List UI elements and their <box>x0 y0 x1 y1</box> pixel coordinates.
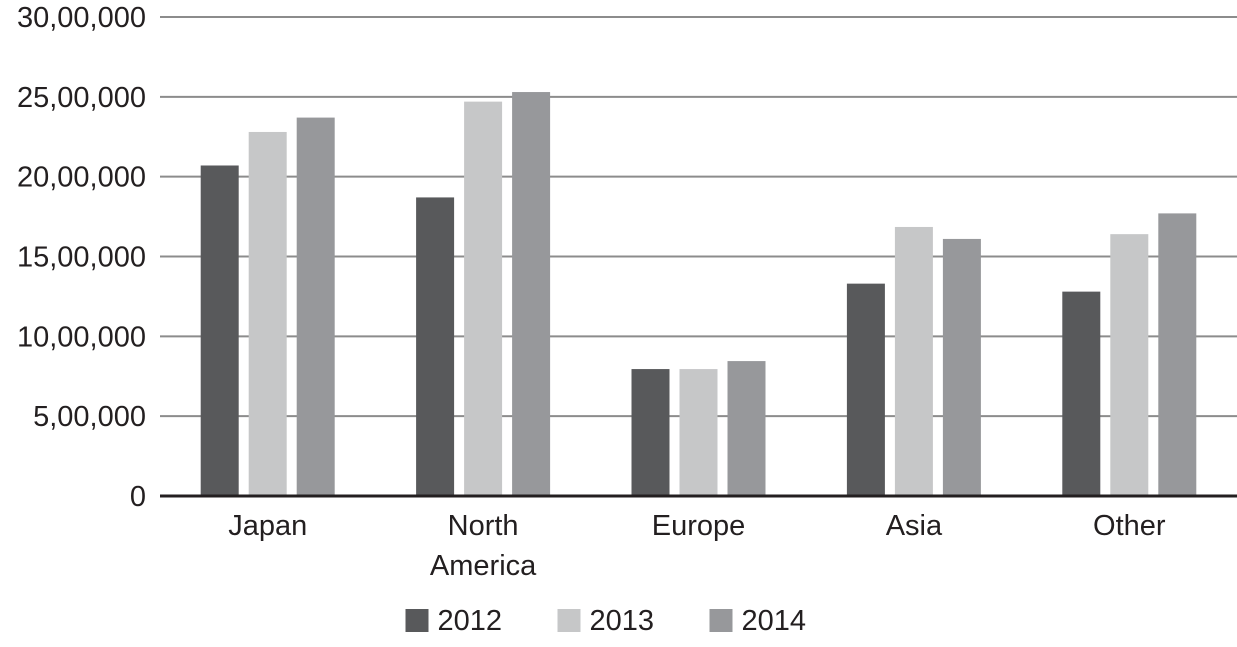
x-axis-category-labels: Japan North America Europe Asia Other <box>228 510 1166 582</box>
bar-2013 <box>894 226 933 496</box>
y-tick-label: 0 <box>130 481 146 513</box>
x-category-label: Asia <box>886 510 943 542</box>
y-tick-label: 5,00,000 <box>33 401 146 433</box>
y-tick-label: 15,00,000 <box>17 242 146 274</box>
x-category-label: Europe <box>652 510 746 542</box>
bar-2014 <box>296 117 335 496</box>
bar-2013 <box>248 131 287 496</box>
legend-label-2014: 2014 <box>742 605 807 637</box>
bar-2012 <box>1062 291 1101 496</box>
x-category-label: Other <box>1093 510 1166 542</box>
bar-2012 <box>200 165 239 497</box>
bar-2014 <box>727 361 766 496</box>
x-category-label: North <box>448 510 519 542</box>
y-tick-label: 25,00,000 <box>17 82 146 114</box>
bar-2014 <box>1158 213 1197 496</box>
legend-label-2013: 2013 <box>590 605 655 637</box>
bar-2014 <box>942 238 981 497</box>
bar-2014 <box>512 92 551 496</box>
legend: 2012 2013 2014 <box>405 605 807 637</box>
bars <box>200 92 1197 497</box>
y-tick-label: 10,00,000 <box>17 321 146 353</box>
bar-2013 <box>1110 234 1149 496</box>
y-tick-label: 20,00,000 <box>17 162 146 194</box>
gridlines <box>160 16 1237 418</box>
bar-2013 <box>679 369 718 496</box>
legend-swatch-2014 <box>709 609 733 632</box>
x-category-label: Japan <box>228 510 307 542</box>
legend-swatch-2012 <box>405 609 429 632</box>
bar-2013 <box>464 101 503 496</box>
bar-2012 <box>631 369 670 496</box>
legend-label-2012: 2012 <box>438 605 503 637</box>
y-tick-label: 30,00,000 <box>17 2 146 34</box>
bar-2012 <box>846 283 885 496</box>
legend-swatch-2013 <box>557 609 581 632</box>
x-category-label: America <box>430 550 537 582</box>
y-axis-tick-labels: 0 5,00,000 10,00,000 15,00,000 20,00,000 25,0… <box>17 2 146 513</box>
bar-2012 <box>416 197 455 496</box>
